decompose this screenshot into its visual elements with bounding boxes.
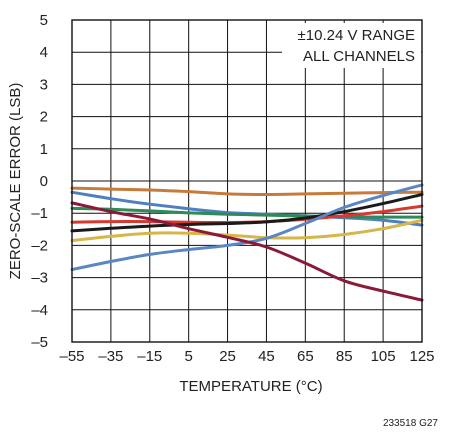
series-line [70, 218, 424, 243]
grid [72, 20, 422, 342]
annotation-box: ±10.24 V RANGE ALL CHANNELS [282, 23, 421, 68]
series-line [70, 193, 424, 233]
annotation-background [282, 23, 421, 68]
x-tick-label: 105 [371, 348, 396, 365]
x-tick-label: –55 [59, 348, 84, 365]
y-tick-label: –3 [31, 270, 48, 287]
series-line [70, 186, 424, 196]
figure-code: 233518 G27 [383, 418, 438, 429]
y-tick-label: –1 [31, 205, 48, 222]
x-tick-label: 45 [258, 348, 275, 365]
x-tick-label: 85 [336, 348, 353, 365]
y-tick-label: 0 [40, 173, 48, 190]
series-lines [70, 183, 424, 302]
x-tick-label: –15 [137, 348, 162, 365]
y-tick-label: 1 [40, 141, 48, 158]
y-axis-title: ZERO-SCALE ERROR (LSB) [7, 83, 24, 280]
tick-labels: 5 4 3 2 1 0 –1 –2 –3 –4 –5 –55 –35 –15 5 25 45 65 85 105 125 [31, 12, 434, 365]
series-line [70, 201, 424, 302]
y-tick-label: –5 [31, 334, 48, 351]
x-tick-label: –35 [98, 348, 123, 365]
annotation-range: ±10.24 V RANGE [298, 27, 415, 44]
series-line [70, 206, 424, 219]
x-axis-title: TEMPERATURE (°C) [179, 378, 322, 395]
x-tick-label: 125 [409, 348, 434, 365]
y-tick-label: –4 [31, 302, 48, 319]
y-tick-label: –2 [31, 237, 48, 254]
plot-frame [71, 19, 423, 343]
y-tick-label: 5 [40, 12, 48, 29]
y-tick-label: 3 [40, 76, 48, 93]
y-tick-label: 2 [40, 109, 48, 126]
y-tick-label: 4 [40, 44, 48, 61]
x-tick-label: 65 [297, 348, 314, 365]
x-tick-label: 25 [219, 348, 236, 365]
x-tick-label: 5 [184, 348, 192, 365]
annotation-channels: ALL CHANNELS [303, 48, 415, 65]
